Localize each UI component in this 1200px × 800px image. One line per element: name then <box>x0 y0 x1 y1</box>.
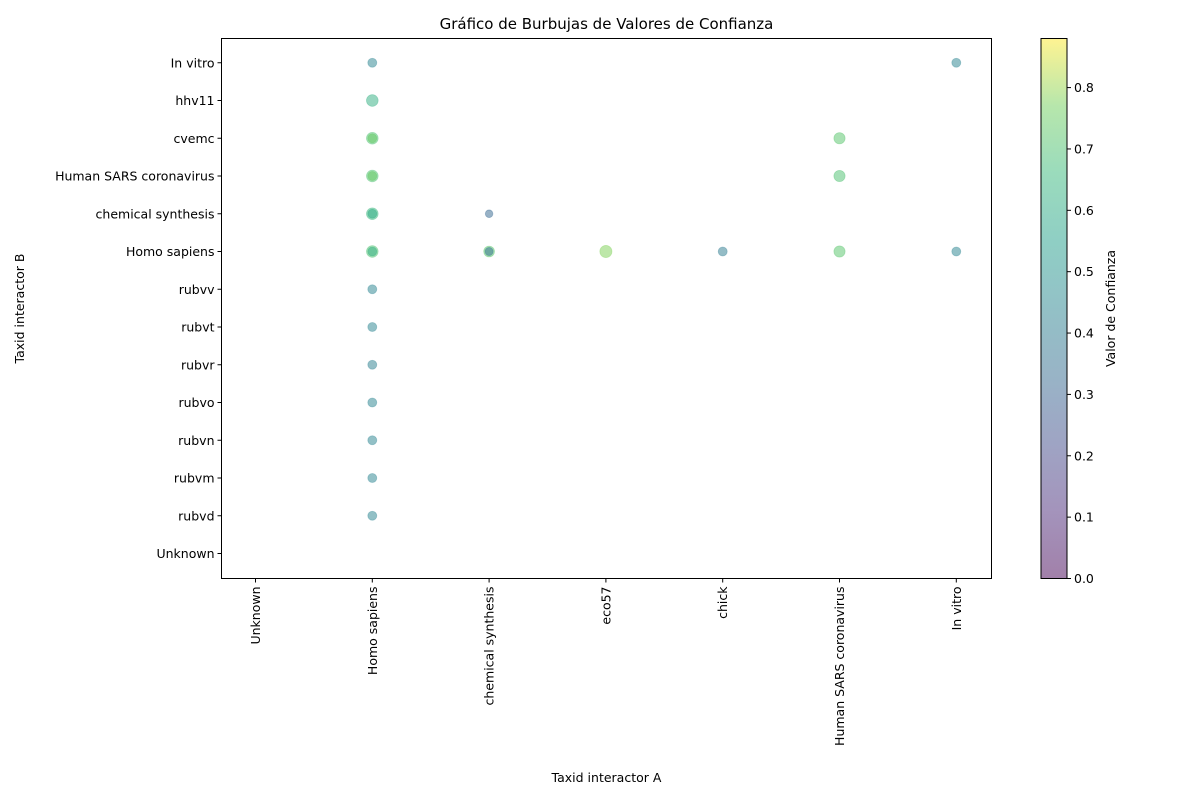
y-tick-label: rubvt <box>181 320 214 335</box>
y-tick-label: cvemc <box>173 131 214 146</box>
data-point <box>951 246 962 257</box>
y-tick-label: rubvn <box>178 433 214 448</box>
data-point <box>367 510 378 521</box>
data-point <box>366 94 379 107</box>
x-axis: Unknown Homo sapiens chemical synthesis eco… <box>248 578 964 746</box>
data-point <box>367 435 378 446</box>
data-point <box>367 133 378 144</box>
data-point <box>367 246 378 257</box>
colorbar: 0.0 0.1 0.2 0.3 0.4 0.5 0.6 0.7 0.8 <box>1040 38 1094 586</box>
colorbar-tick-label: 0.8 <box>1074 80 1094 95</box>
x-tick-label: Homo sapiens <box>365 587 380 676</box>
y-axis: Unknown rubvd rubvm rubvn rubvo rubvr rubvt rub… <box>55 55 222 561</box>
y-tick-label: rubvm <box>174 471 215 486</box>
x-tick-label: Unknown <box>248 587 263 645</box>
y-axis-label: Taxid interactor B <box>12 254 27 365</box>
data-point <box>951 57 962 68</box>
data-point <box>484 209 494 218</box>
data-point <box>367 208 378 219</box>
y-tick-label: In vitro <box>171 55 215 70</box>
y-tick-label: Homo sapiens <box>126 244 215 259</box>
colorbar-frame <box>1040 38 1068 579</box>
data-point <box>367 359 378 370</box>
data-point <box>833 169 846 183</box>
chart-title: Gráfico de Burbujas de Valores de Confia… <box>440 15 774 33</box>
data-point <box>367 397 378 408</box>
colorbar-tick-label: 0.6 <box>1074 203 1094 218</box>
plot-frame <box>221 38 992 579</box>
data-point <box>367 322 378 332</box>
y-tick-label: Human SARS coronavirus <box>55 169 214 184</box>
colorbar-tick-label: 0.5 <box>1074 264 1094 279</box>
y-tick-label: rubvd <box>178 508 214 523</box>
y-tick-label: rubvv <box>179 282 215 297</box>
y-tick-label: rubvo <box>178 395 214 410</box>
colorbar-tick-label: 0.0 <box>1074 571 1094 586</box>
x-tick-label: chick <box>715 586 730 619</box>
data-point <box>484 247 494 256</box>
data-point <box>599 245 613 258</box>
colorbar-tick-label: 0.7 <box>1074 141 1094 156</box>
colorbar-ticks: 0.0 0.1 0.2 0.3 0.4 0.5 0.6 0.7 0.8 <box>1067 80 1094 586</box>
x-tick-label: eco57 <box>598 587 613 625</box>
data-point <box>367 284 378 295</box>
colorbar-tick-label: 0.4 <box>1074 326 1094 341</box>
data-point <box>833 132 846 145</box>
colorbar-tick-label: 0.1 <box>1074 510 1094 525</box>
data-point <box>367 57 378 68</box>
plot-area <box>366 57 962 521</box>
colorbar-tick-label: 0.2 <box>1074 448 1094 463</box>
x-tick-label: Human SARS coronavirus <box>832 587 847 746</box>
data-point <box>833 245 846 258</box>
data-point <box>717 246 728 257</box>
colorbar-fill <box>1041 38 1067 579</box>
x-axis-label: Taxid interactor A <box>551 770 662 785</box>
colorbar-label: Valor de Confianza <box>1103 250 1118 367</box>
colorbar-tick-label: 0.3 <box>1074 387 1094 402</box>
y-tick-label: hhv11 <box>175 93 214 108</box>
y-tick-label: Unknown <box>156 546 214 561</box>
x-tick-label: chemical synthesis <box>482 587 497 706</box>
y-tick-label: chemical synthesis <box>96 206 215 221</box>
data-point <box>367 473 378 483</box>
y-tick-label: rubvr <box>181 357 215 372</box>
x-tick-label: In vitro <box>949 587 964 631</box>
data-point <box>367 171 378 181</box>
